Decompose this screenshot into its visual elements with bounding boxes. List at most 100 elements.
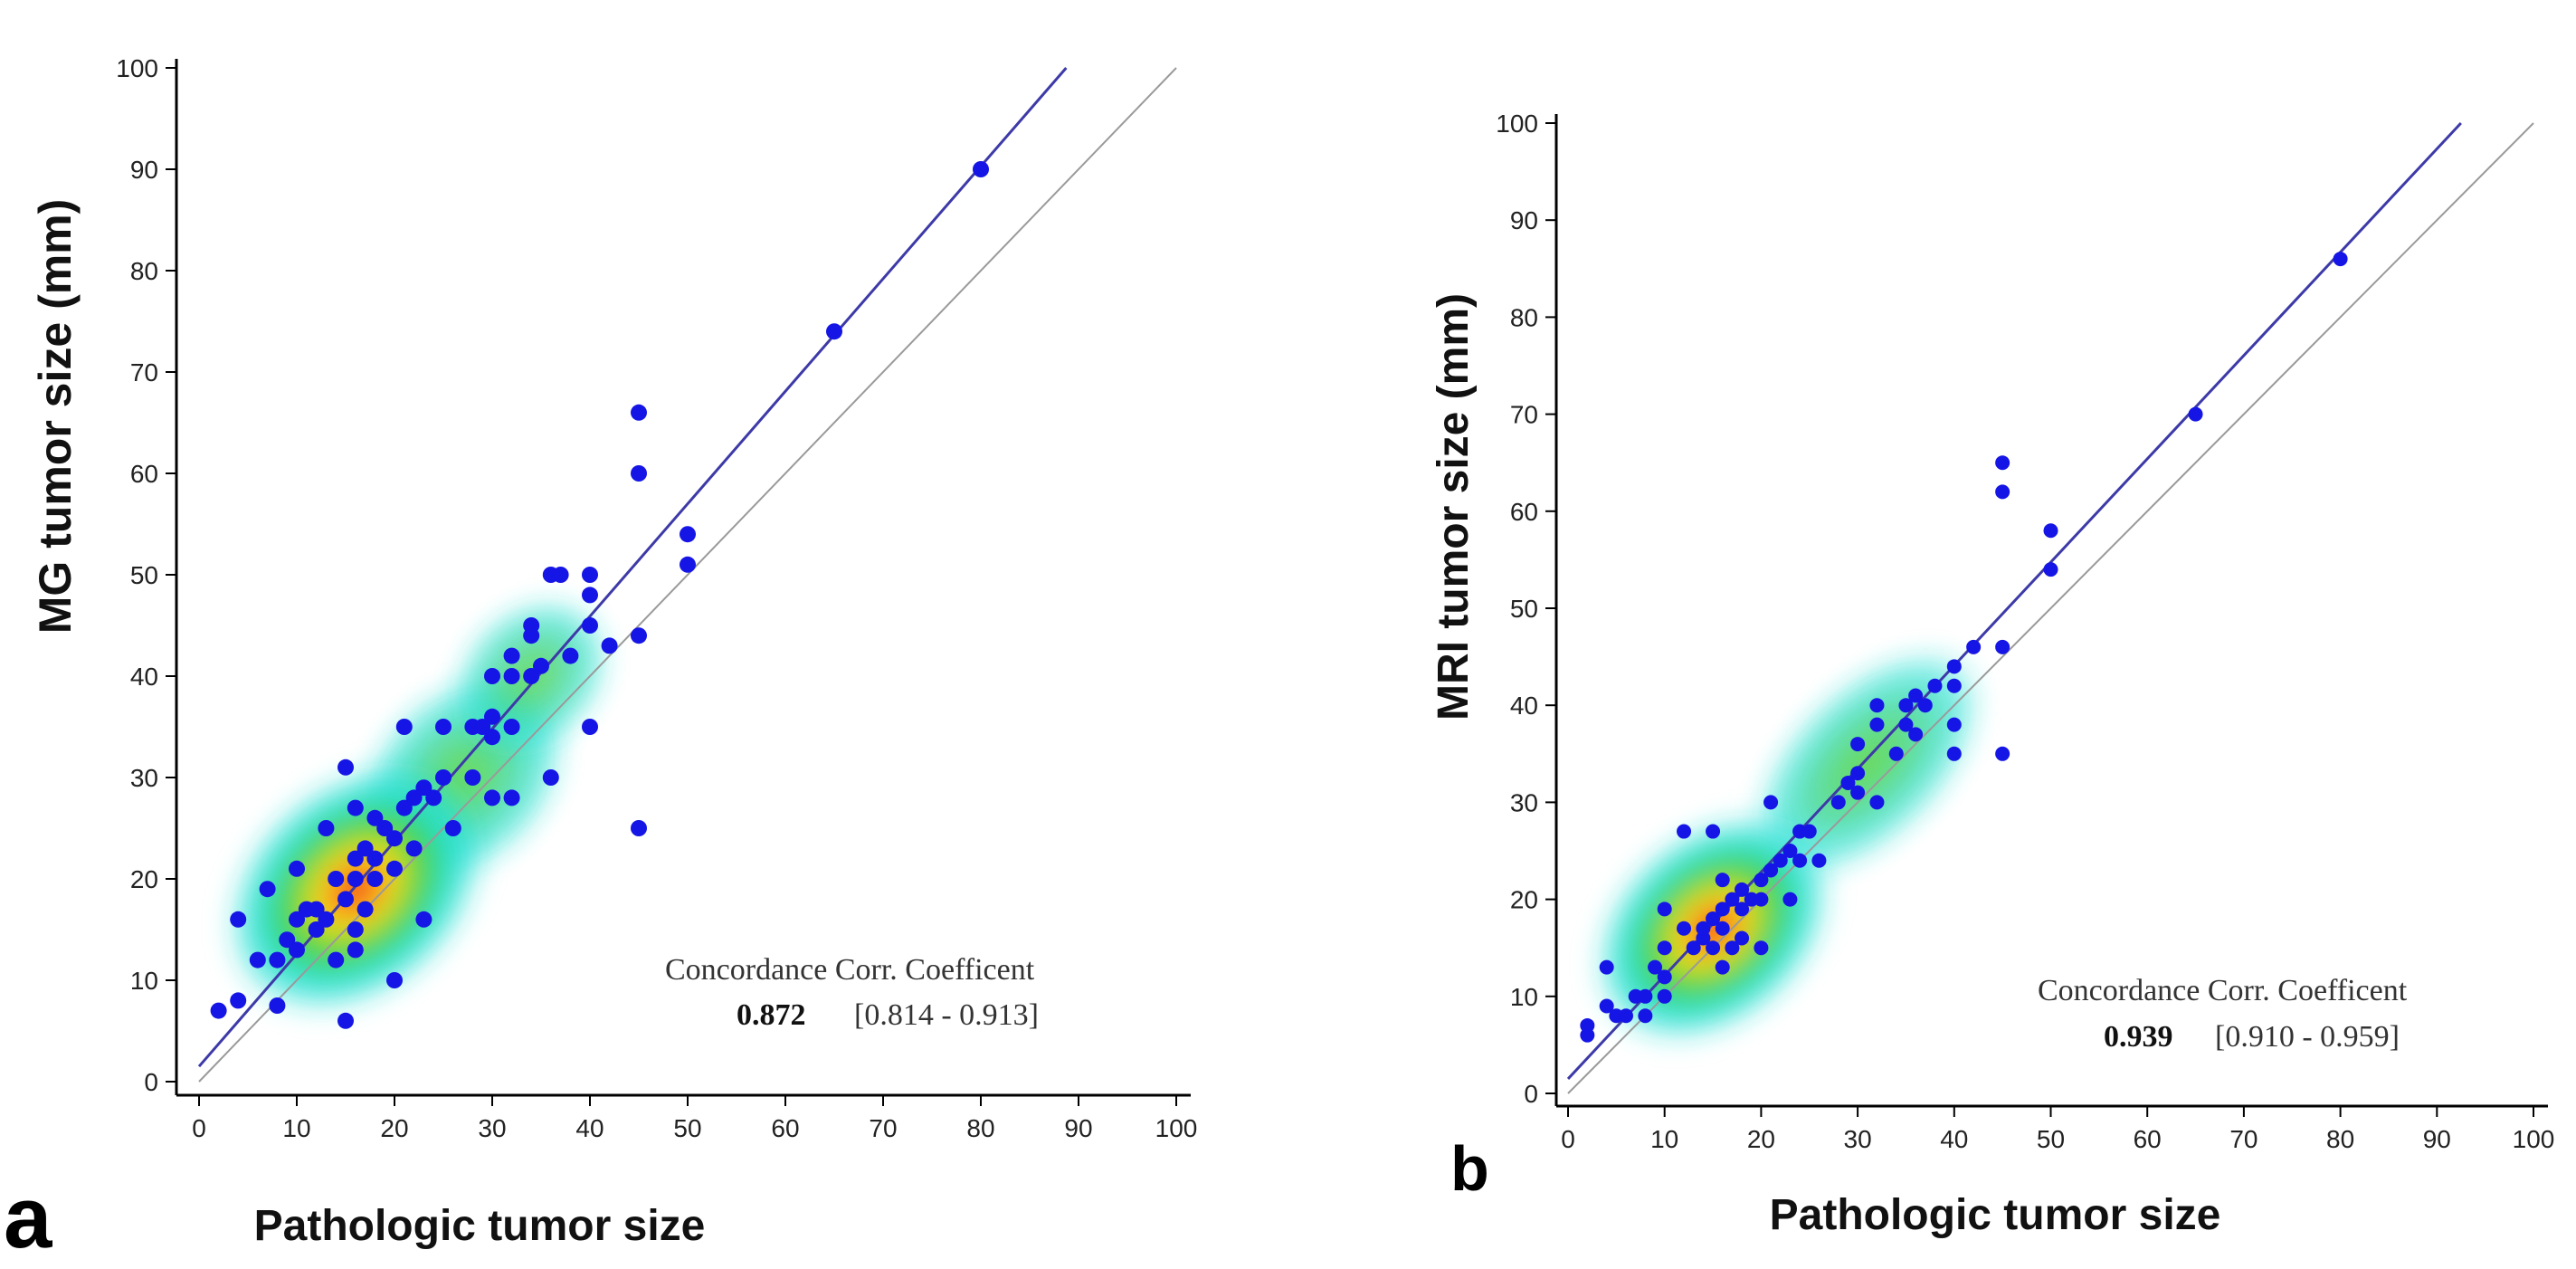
data-point [395,719,413,735]
y-tick-label: 70 [130,358,158,386]
data-point [1686,940,1701,956]
data-point [474,719,491,735]
x-tick-label: 90 [1064,1114,1092,1142]
x-tick-label: 60 [2134,1125,2162,1153]
data-point [582,567,598,583]
data-point [230,992,247,1009]
x-tick-label: 50 [2037,1125,2065,1153]
data-point [601,637,618,654]
data-point [328,951,345,968]
data-point [279,931,296,949]
x-tick-label: 10 [1650,1125,1678,1153]
data-point [533,657,549,674]
y-tick-label: 80 [1510,303,1538,331]
data-point [1677,824,1692,839]
data-point [395,799,413,816]
data-point [347,799,364,816]
data-point [1995,746,2010,761]
axis-ticks: 0 10 20 30 40 50 60 70 80 90 100 0 10 20 30 40 50 60 70 80 9… [1496,110,2554,1153]
ccc-title: Concordance Corr. Coefficent [665,953,1035,987]
x-tick-label: 70 [869,1114,897,1142]
data-point [1638,1008,1653,1024]
data-point [1706,911,1721,927]
data-point [1754,873,1769,888]
y-tick-label: 0 [144,1068,158,1096]
x-tick-label: 100 [1155,1114,1198,1142]
data-point [1735,882,1750,897]
data-point [259,881,276,898]
scatter-points [210,161,989,1029]
x-tick-label: 70 [2229,1125,2258,1153]
y-tick-label: 10 [1510,983,1538,1011]
data-point [484,729,500,746]
data-point [1830,795,1846,810]
y-tick-label: 40 [1510,692,1538,720]
data-point [1706,940,1721,956]
data-point [1850,737,1866,752]
data-point [1908,688,1924,703]
data-point [973,161,989,177]
data-point [366,871,384,887]
x-tick-label: 90 [2423,1125,2451,1153]
data-point [415,779,433,797]
data-point [1927,678,1943,693]
data-point [1946,678,1962,693]
x-tick-label: 30 [478,1114,506,1142]
data-point [230,911,247,928]
data-point [680,556,696,573]
data-point [1696,921,1711,936]
data-point [582,719,598,735]
data-point [1715,902,1730,917]
data-point [1715,921,1730,936]
data-point [1599,998,1614,1014]
data-point [308,921,325,938]
x-tick-label: 40 [575,1114,604,1142]
data-point [1782,844,1798,858]
data-point [1599,959,1614,975]
ccc-title: Concordance Corr. Coefficent [2038,974,2408,1007]
data-point [289,941,305,959]
data-point [1725,892,1740,907]
data-point [503,668,520,684]
data-point [2333,252,2348,267]
data-point [552,567,569,583]
data-point [1908,727,1924,742]
data-point [1966,639,1982,654]
data-point [503,647,520,664]
data-point [631,404,647,421]
data-point [1773,853,1788,868]
data-point [289,911,305,928]
data-point [826,323,842,340]
x-tick-label: 80 [2326,1125,2354,1153]
data-point [1782,892,1798,907]
data-point [347,850,364,867]
x-tick-label: 10 [282,1114,310,1142]
data-point [444,820,461,836]
data-point [1995,455,2010,471]
data-point [1898,717,1914,732]
data-point [1763,863,1779,878]
data-point [582,617,598,634]
data-point [1706,824,1721,839]
data-point [308,901,325,918]
data-point [1657,969,1672,985]
y-tick-label: 30 [1510,788,1538,816]
data-point [631,820,647,836]
x-tick-label: 0 [1561,1125,1575,1153]
y-tick-label: 100 [116,54,158,82]
y-tick-label: 60 [1510,498,1538,526]
data-point [464,769,481,786]
x-tick-label: 60 [771,1114,799,1142]
x-tick-label: 30 [1844,1125,1872,1153]
y-tick-label: 50 [130,561,158,589]
ccc-interval: [0.814 - 0.913] [854,998,1039,1032]
y-axis-label: MG tumor size (mm) [30,199,81,634]
ccc-interval: [0.910 - 0.959] [2215,1020,2400,1054]
data-point [503,789,520,806]
data-point [1840,775,1856,790]
data-point [1638,988,1653,1004]
data-point [680,526,696,543]
data-point [1869,795,1885,810]
y-tick-label: 70 [1510,401,1538,429]
